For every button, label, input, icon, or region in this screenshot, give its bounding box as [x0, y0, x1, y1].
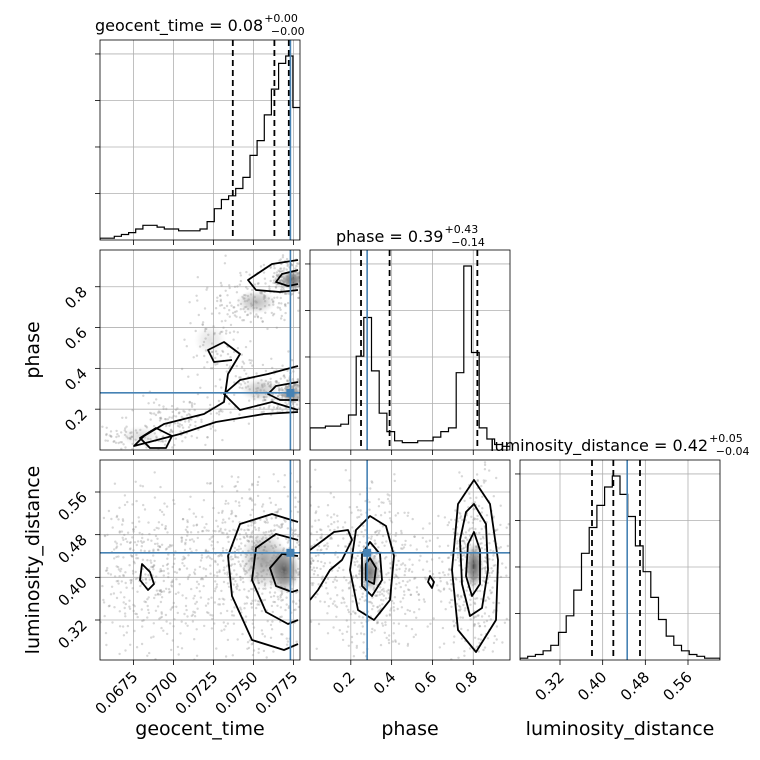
xtick-label-geocent_time: 0.0775	[252, 668, 302, 718]
ytick-label-luminosity_distance: 0.40	[54, 573, 90, 609]
contour-line	[251, 533, 299, 625]
truth-marker	[286, 548, 295, 557]
panel-00	[99, 39, 301, 241]
xtick-label-luminosity_distance: 0.40	[574, 668, 610, 704]
xtick-label-geocent_time: 0.0675	[92, 668, 142, 718]
xtick-label-geocent_time: 0.0700	[132, 668, 182, 718]
grid-11	[310, 250, 510, 450]
ytick-label-luminosity_distance: 0.32	[54, 616, 90, 652]
xtick-label-phase: 0.6	[411, 668, 441, 698]
contour-line	[247, 259, 299, 293]
xlabel-luminosity-distance: luminosity_distance	[526, 718, 715, 740]
ytick-label-phase: 0.8	[61, 283, 91, 313]
contour-line	[133, 341, 299, 447]
contour-line	[465, 531, 481, 597]
contour-line	[139, 427, 173, 449]
contour-line	[451, 479, 499, 653]
contour-line	[310, 529, 353, 601]
xtick-label-luminosity_distance: 0.48	[617, 668, 653, 704]
panel-10	[99, 249, 301, 451]
contour-line	[269, 553, 299, 593]
contour-line	[361, 541, 383, 597]
ylabel-phase: phase	[22, 321, 44, 378]
ytick-label-luminosity_distance: 0.48	[54, 531, 90, 567]
ytick-label-phase: 0.6	[61, 324, 91, 354]
quantiles-geocent_time	[231, 40, 290, 240]
xtick-label-phase: 0.2	[329, 668, 359, 698]
ytick-label-phase: 0.4	[61, 364, 91, 394]
xtick-label-geocent_time: 0.0750	[212, 668, 262, 718]
contour-line	[227, 513, 299, 651]
xtick-label-luminosity_distance: 0.56	[659, 668, 695, 704]
panel-11	[309, 249, 511, 451]
xtick-label-phase: 0.4	[370, 668, 400, 698]
title-phase: phase = 0.39+0.43 −0.14	[336, 223, 485, 249]
panel-20	[99, 459, 301, 661]
grid-00	[100, 40, 300, 240]
histogram-luminosity_distance	[520, 475, 720, 660]
quantiles-luminosity_distance	[591, 460, 641, 660]
histogram-step	[100, 55, 300, 240]
contour-line	[427, 575, 435, 589]
contour-line	[139, 563, 155, 591]
samples-20	[100, 471, 300, 660]
xlabel-phase: phase	[381, 718, 438, 740]
truth-marker	[363, 548, 372, 557]
histogram-phase	[310, 265, 510, 450]
contour-line	[275, 269, 299, 287]
xtick-label-geocent_time: 0.0725	[172, 668, 222, 718]
histogram-step	[310, 265, 510, 450]
ytick-label-luminosity_distance: 0.56	[54, 488, 90, 524]
ytick-label-phase: 0.2	[61, 405, 91, 435]
contour-line	[349, 515, 395, 621]
contour-line	[223, 365, 299, 411]
xtick-label-phase: 0.8	[451, 668, 481, 698]
contours-10	[133, 259, 299, 449]
contours-20	[139, 513, 299, 651]
ylabel-luminosity-distance: luminosity_distance	[22, 466, 44, 655]
xtick-label-luminosity_distance: 0.32	[531, 668, 567, 704]
title-geocent-time: geocent_time = 0.08+0.00 −0.00	[95, 12, 305, 38]
quantiles-phase	[360, 250, 479, 450]
xlabel-geocent-time: geocent_time	[135, 718, 264, 740]
histogram-step	[520, 475, 720, 660]
panel-21	[309, 459, 511, 661]
density-21	[358, 542, 484, 592]
contours-21	[310, 479, 499, 653]
contour-line	[267, 381, 299, 401]
grid-22	[520, 460, 720, 660]
contour-line	[459, 503, 489, 617]
title-luminosity-distance: luminosity_distance = 0.42+0.05 −0.04	[490, 432, 750, 458]
histogram-geocent_time	[100, 55, 300, 240]
truth-marker	[286, 388, 295, 397]
panel-22	[519, 459, 721, 661]
